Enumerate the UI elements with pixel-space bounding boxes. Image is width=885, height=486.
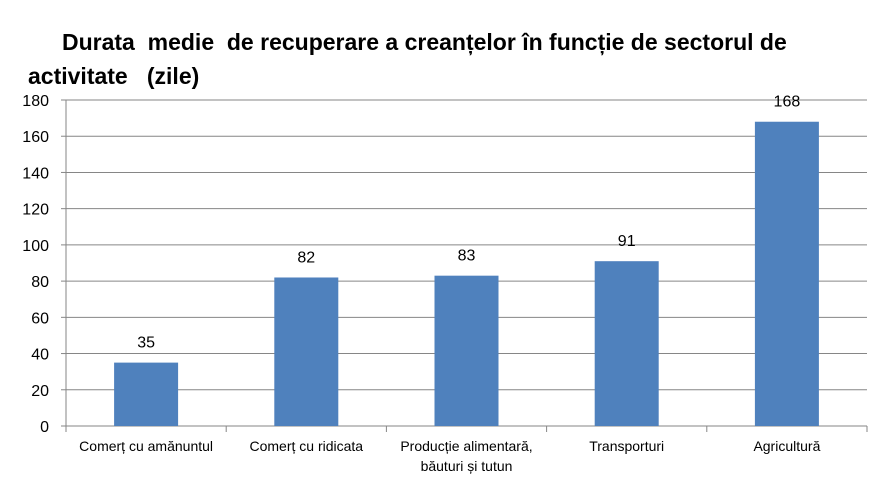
y-tick-label: 180 — [22, 93, 49, 110]
bar — [754, 121, 819, 426]
y-tick-label: 80 — [31, 274, 49, 291]
bar — [434, 275, 499, 426]
x-tick-label: Producție alimentară, băuturi și tutun — [400, 438, 532, 474]
y-tick-label: 20 — [31, 383, 49, 400]
data-label: 83 — [458, 248, 476, 265]
y-tick-label: 60 — [31, 310, 49, 327]
chart-title-line-1: Durata medie de recuperare a creanțelor … — [62, 29, 787, 55]
data-label: 35 — [137, 335, 155, 352]
y-tick-label: 0 — [40, 419, 49, 436]
x-tick-label: Transporturi — [589, 438, 664, 454]
chart-title: Durata medie de recuperare a creanțelor … — [0, 28, 885, 92]
y-tick-label: 140 — [22, 165, 49, 182]
y-tick-label: 100 — [22, 238, 49, 255]
y-tick-label: 40 — [31, 347, 49, 364]
x-tick-label: Comerț cu amănuntul — [79, 438, 213, 454]
y-tick-label: 160 — [22, 129, 49, 146]
data-label: 82 — [297, 249, 315, 266]
data-label: 168 — [774, 94, 801, 111]
bar — [594, 261, 659, 426]
bar — [114, 362, 179, 426]
x-tick-label: Agricultură — [753, 438, 820, 454]
y-tick-label: 120 — [22, 202, 49, 219]
x-tick-label: Comerț cu ridicata — [250, 438, 364, 454]
chart-title-line-2: activitate (zile) — [28, 63, 200, 89]
bar — [274, 277, 339, 426]
data-label: 91 — [618, 233, 636, 250]
